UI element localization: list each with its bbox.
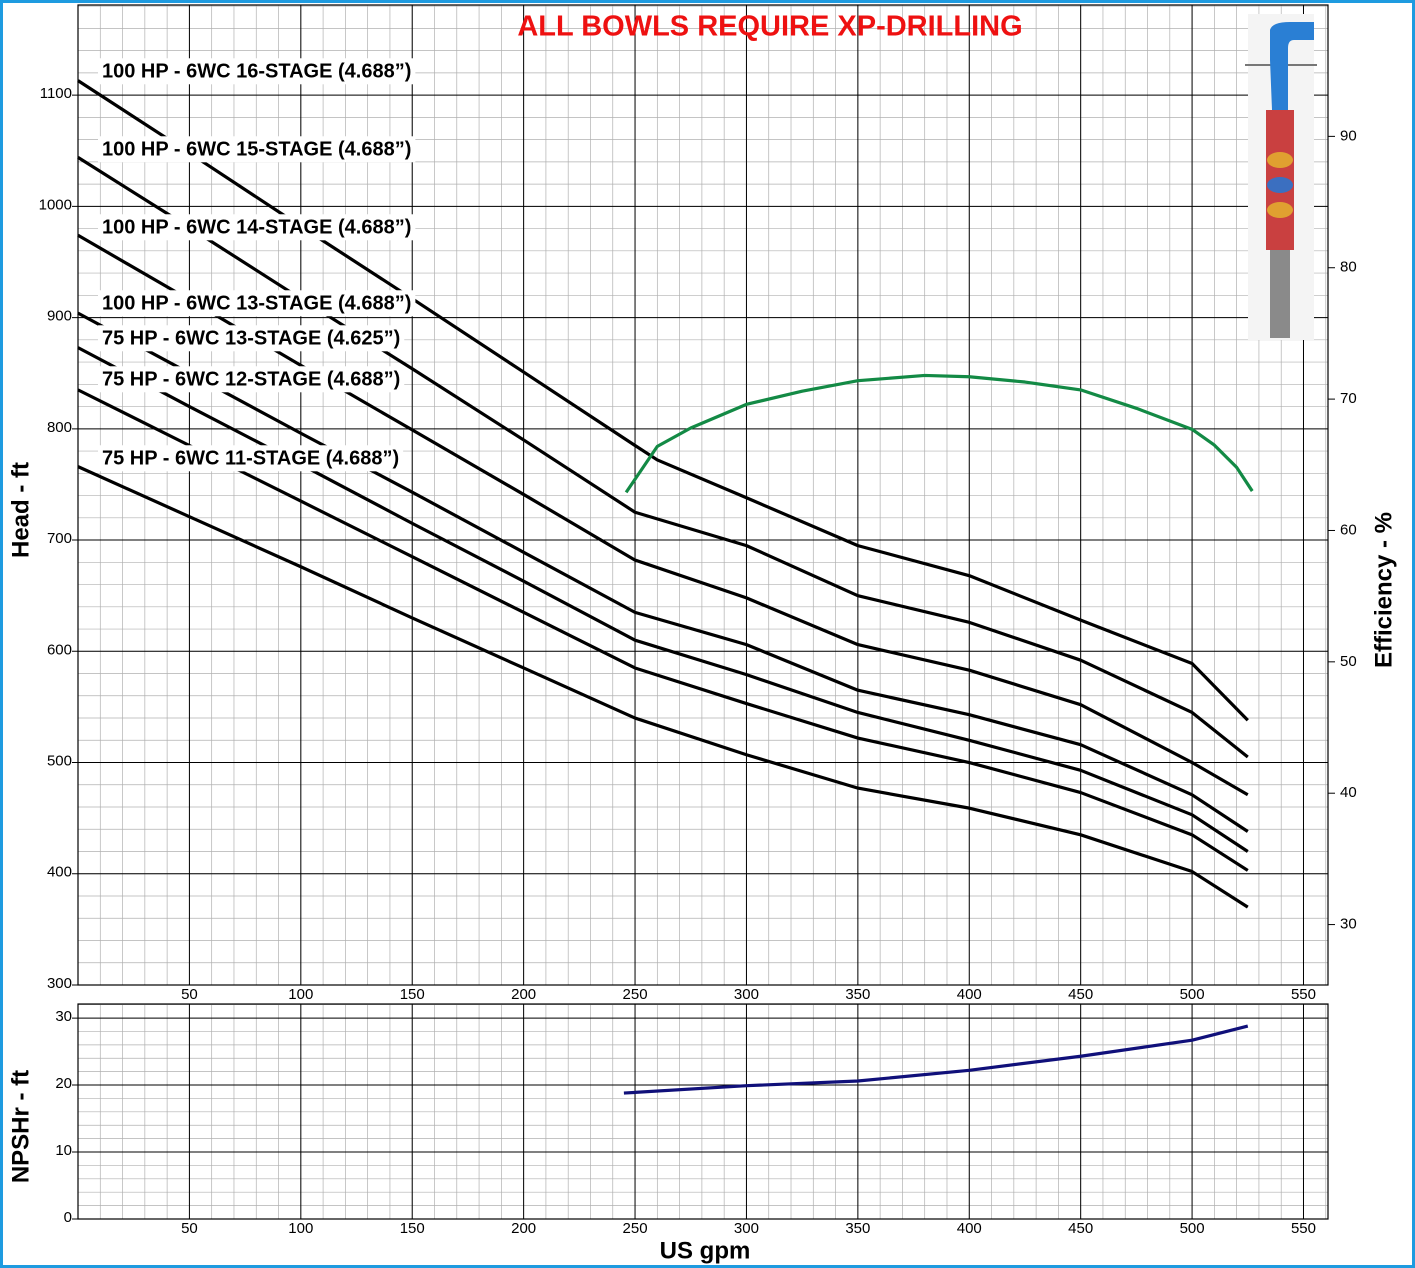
curve-label: 100 HP - 6WC 14-STAGE (4.688”) <box>102 216 411 238</box>
x-tick-label: 450 <box>1068 1220 1093 1237</box>
curve-label-bg <box>98 325 405 352</box>
y2-axis-label: Efficiency - % <box>1370 512 1397 668</box>
x-tick-label: 250 <box>623 986 648 1003</box>
y2-tick-label: 90 <box>1340 127 1357 144</box>
series-line <box>77 388 1249 872</box>
x-tick-label: 550 <box>1291 986 1316 1003</box>
curve-label: 100 HP - 6WC 13-STAGE (4.688”) <box>102 292 411 314</box>
y-tick-label: 30 <box>55 1008 72 1025</box>
y-tick-label: 800 <box>47 419 72 436</box>
x-tick-label: 50 <box>181 986 198 1003</box>
x-tick-label: 100 <box>288 1220 313 1237</box>
curve-label: 75 HP - 6WC 11-STAGE (4.688”) <box>102 447 399 469</box>
x-tick-label: 200 <box>511 1220 536 1237</box>
x-tick-label: 400 <box>957 1220 982 1237</box>
x-tick-label: 200 <box>511 986 536 1003</box>
curve-label: 100 HP - 6WC 15-STAGE (4.688”) <box>102 138 411 160</box>
x-tick-label: 350 <box>845 1220 870 1237</box>
x-tick-label: 500 <box>1180 986 1205 1003</box>
series-line <box>77 233 1249 797</box>
curve-label: 75 HP - 6WC 12-STAGE (4.688”) <box>102 368 400 390</box>
curve-label-bg <box>98 58 416 85</box>
curve-label-bg <box>98 290 416 317</box>
curve-label-bg <box>98 214 416 241</box>
x-tick-label: 50 <box>181 1220 198 1237</box>
y-tick-label: 500 <box>47 752 72 769</box>
y-tick-label: 1100 <box>40 85 72 102</box>
series-line <box>623 1024 1249 1095</box>
y-tick-label: 20 <box>55 1075 72 1092</box>
y-axis-label: Head - ft <box>7 462 34 558</box>
y-tick-label: 1000 <box>39 196 72 213</box>
curve-label-bg <box>98 136 416 163</box>
x-tick-label: 550 <box>1291 1220 1316 1237</box>
y-axis-label: NPSHr - ft <box>7 1070 34 1183</box>
pump-illustration <box>1245 14 1317 340</box>
y-tick-label: 300 <box>47 975 72 992</box>
plot-border <box>77 4 1329 986</box>
plot-border <box>77 1003 1329 1220</box>
series-line <box>77 311 1249 833</box>
x-tick-label: 250 <box>623 1220 648 1237</box>
y2-tick-label: 70 <box>1340 390 1357 407</box>
plots: 50 100 150 200 250 300 350 400 450 500 55030040050… <box>7 4 1357 1264</box>
x-tick-label: 350 <box>845 986 870 1003</box>
x-tick-label: 150 <box>400 986 425 1003</box>
y-tick-label: 900 <box>47 308 72 325</box>
y-tick-label: 700 <box>47 530 72 547</box>
y2-tick-label: 30 <box>1340 916 1357 933</box>
series-line <box>624 373 1254 494</box>
x-tick-label: 500 <box>1180 1220 1205 1237</box>
y2-tick-label: 40 <box>1340 784 1357 801</box>
y-tick-label: 600 <box>47 641 72 658</box>
x-tick-label: 400 <box>957 986 982 1003</box>
x-tick-label: 100 <box>288 986 313 1003</box>
y-tick-label: 10 <box>55 1142 72 1159</box>
y2-tick-label: 80 <box>1340 259 1357 276</box>
y2-tick-label: 50 <box>1340 653 1357 670</box>
y-tick-label: 0 <box>64 1209 72 1226</box>
curve-label: 100 HP - 6WC 16-STAGE (4.688”) <box>102 60 411 82</box>
chart-title: ALL BOWLS REQUIRE XP-DRILLING <box>517 11 1022 43</box>
x-tick-label: 150 <box>400 1220 425 1237</box>
x-tick-label: 450 <box>1068 986 1093 1003</box>
series-line <box>77 156 1249 759</box>
y-tick-label: 400 <box>47 864 72 881</box>
curve-label-bg <box>98 366 405 393</box>
x-tick-label: 300 <box>734 1220 759 1237</box>
series-line <box>77 465 1249 909</box>
curve-label: 75 HP - 6WC 13-STAGE (4.625”) <box>102 327 400 349</box>
x-tick-label: 300 <box>734 986 759 1003</box>
curve-label-bg <box>98 445 404 472</box>
x-axis-label: US gpm <box>660 1237 751 1264</box>
y2-tick-label: 60 <box>1340 521 1357 538</box>
